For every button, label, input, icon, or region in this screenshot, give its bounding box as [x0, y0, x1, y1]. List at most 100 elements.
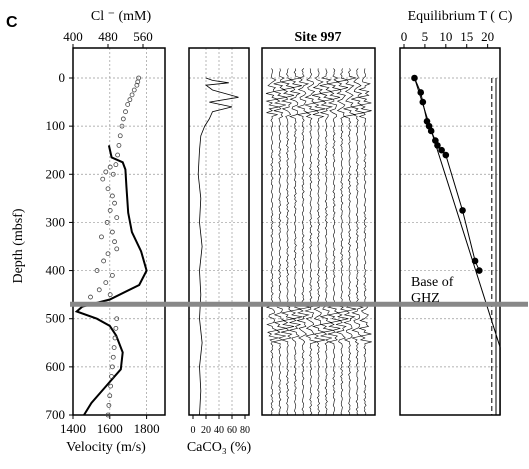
top-axis-label: Equilibrium T ( C): [408, 9, 513, 24]
y-tick-label: 0: [59, 70, 66, 85]
chloride-point: [114, 246, 120, 252]
temperature-point: [459, 207, 466, 214]
y-tick-label: 500: [46, 311, 66, 326]
panel-frame: [188, 47, 250, 416]
top-axis-label: Cl ⁻ (mM): [91, 9, 152, 24]
bottom-tick-label: 1400: [60, 421, 86, 436]
seismic-trace: [265, 68, 280, 416]
chloride-point: [109, 193, 115, 199]
chloride-point: [103, 280, 109, 286]
seismic-trace: [280, 68, 295, 416]
chloride-point: [135, 79, 141, 85]
seismic-trace: [343, 68, 357, 416]
chloride-point: [107, 292, 113, 298]
seismic-trace: [296, 68, 311, 416]
chloride-point: [110, 171, 116, 177]
chloride-point: [127, 97, 133, 103]
chloride-point: [109, 374, 114, 379]
chloride-point: [112, 239, 117, 245]
panel-chloride-velocity: 0 100 200 300 400 500 600 700 400 480 560 Cl ⁻ (mM)…: [46, 9, 166, 455]
bottom-tick-label: 20: [201, 425, 211, 436]
top-tick-label: 400: [63, 29, 83, 44]
seismic-trace: [312, 68, 326, 416]
chloride-point: [120, 116, 126, 122]
panel-frame: [399, 47, 501, 416]
y-tick-label: 400: [46, 263, 66, 278]
carbonate-curve: [197, 77, 239, 416]
y-tick-label: 300: [46, 214, 66, 229]
seismic-trace: [272, 68, 287, 416]
top-tick-label: 480: [98, 29, 118, 44]
temperature-point: [438, 146, 445, 154]
chloride-point: [108, 383, 114, 389]
top-tick-label: 5: [422, 29, 429, 44]
chloride-point: [125, 102, 131, 107]
chloride-point: [107, 207, 113, 213]
chloride-point: [100, 176, 106, 182]
chloride-point: [113, 325, 119, 331]
y-tick-label: 600: [46, 359, 66, 374]
chloride-point: [103, 169, 109, 175]
chloride-point: [110, 354, 116, 360]
chloride-point: [105, 186, 111, 192]
top-tick-label: 560: [133, 29, 153, 44]
panel-carbonate: 0 20 40 60 80 CaCO₃ (%): [187, 47, 252, 455]
phase-boundary-line: [414, 77, 501, 415]
chloride-point: [109, 229, 115, 235]
chloride-point: [106, 402, 112, 408]
chloride-point: [105, 412, 111, 418]
chloride-point: [117, 133, 123, 139]
chloride-point: [99, 234, 104, 240]
chloride-point: [109, 272, 115, 278]
y-tick-label: 100: [46, 118, 66, 133]
chloride-point: [88, 294, 93, 300]
seismic-trace: [334, 68, 349, 416]
chloride-point: [116, 142, 122, 148]
chloride-point: [94, 268, 100, 273]
top-tick-label: 0: [401, 29, 408, 44]
chloride-point: [107, 393, 113, 399]
chloride-point: [115, 152, 121, 158]
chloride-point: [112, 200, 117, 206]
top-tick-label: 10: [439, 29, 452, 44]
top-tick-label: 20: [481, 29, 494, 44]
y-axis-label: Depth (mbsf): [11, 208, 26, 283]
temperature-point: [411, 74, 418, 82]
chloride-point: [104, 220, 110, 225]
seismic-trace: [351, 68, 365, 416]
bottom-tick-label: 1600: [97, 421, 123, 436]
chloride-point: [114, 215, 120, 221]
chloride-point: [105, 251, 111, 257]
panel-letter: C: [6, 14, 18, 31]
chloride-point: [96, 287, 102, 293]
chloride-point: [107, 164, 113, 170]
chloride-point: [129, 92, 135, 98]
panel-title: Site 997: [294, 30, 341, 45]
ghz-annotation-line1: Base of: [411, 275, 454, 290]
chloride-point: [131, 87, 137, 93]
velocity-curve: [74, 145, 148, 416]
temperature-point: [475, 267, 483, 274]
panel-temperature: 0 5 10 15 20 Equilibrium T ( C): [399, 9, 513, 416]
bottom-tick-label: 1800: [134, 421, 160, 436]
bottom-tick-label: 0: [191, 425, 196, 436]
seismic-trace: [358, 68, 372, 416]
seismic-trace: [304, 68, 319, 416]
chloride-point: [101, 258, 107, 264]
chloride-point: [113, 162, 119, 168]
panel-seismic: Site 997: [261, 30, 376, 416]
chloride-point: [114, 316, 120, 322]
seismic-trace: [319, 68, 334, 416]
top-tick-label: 15: [460, 29, 473, 44]
bottom-axis-label: CaCO₃ (%): [187, 440, 252, 455]
seismic-trace: [288, 68, 303, 416]
chloride-point: [109, 364, 115, 370]
y-tick-label: 700: [46, 407, 66, 422]
chloride-point: [119, 123, 125, 129]
chloride-point: [134, 82, 140, 88]
bottom-tick-label: 40: [214, 425, 224, 436]
bottom-axis-label: Velocity (m/s): [66, 440, 146, 455]
chloride-point: [123, 109, 128, 115]
chloride-point: [112, 335, 118, 341]
